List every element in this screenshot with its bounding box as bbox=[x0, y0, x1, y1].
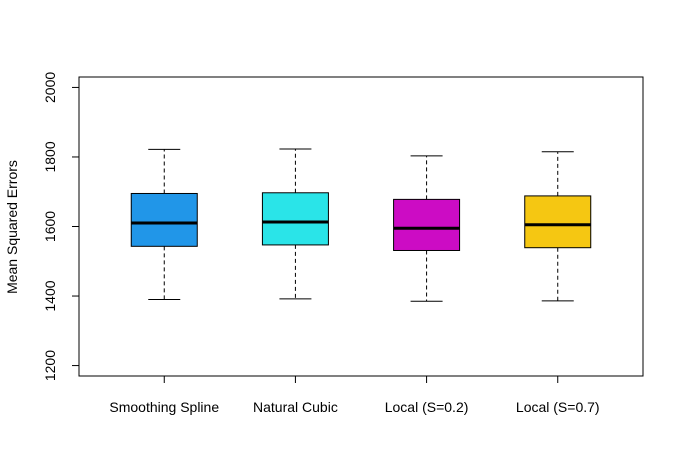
x-tick-label: Local (S=0.2) bbox=[385, 399, 469, 415]
box-group bbox=[524, 151, 592, 302]
box-iqr bbox=[261, 192, 329, 246]
x-tick-label: Smoothing Spline bbox=[109, 399, 219, 415]
box-iqr bbox=[524, 195, 592, 249]
y-tick-label: 1400 bbox=[42, 280, 58, 311]
axes-layer: 1200 1400 1600 1800 2000 Smoothing Spline Natu… bbox=[42, 72, 600, 415]
y-tick-label: 2000 bbox=[42, 72, 58, 103]
x-tick-label: Local (S=0.7) bbox=[516, 399, 600, 415]
y-axis-title: Mean Squared Errors bbox=[4, 160, 20, 294]
box-group bbox=[393, 155, 461, 302]
box-group bbox=[261, 148, 329, 300]
box-iqr bbox=[130, 192, 198, 247]
y-tick-label: 1200 bbox=[42, 350, 58, 381]
box-iqr bbox=[393, 198, 461, 251]
box-group bbox=[130, 148, 198, 301]
y-tick-label: 1600 bbox=[42, 211, 58, 242]
y-tick-label: 1800 bbox=[42, 141, 58, 172]
boxes-layer bbox=[130, 148, 592, 302]
x-tick-label: Natural Cubic bbox=[253, 399, 338, 415]
